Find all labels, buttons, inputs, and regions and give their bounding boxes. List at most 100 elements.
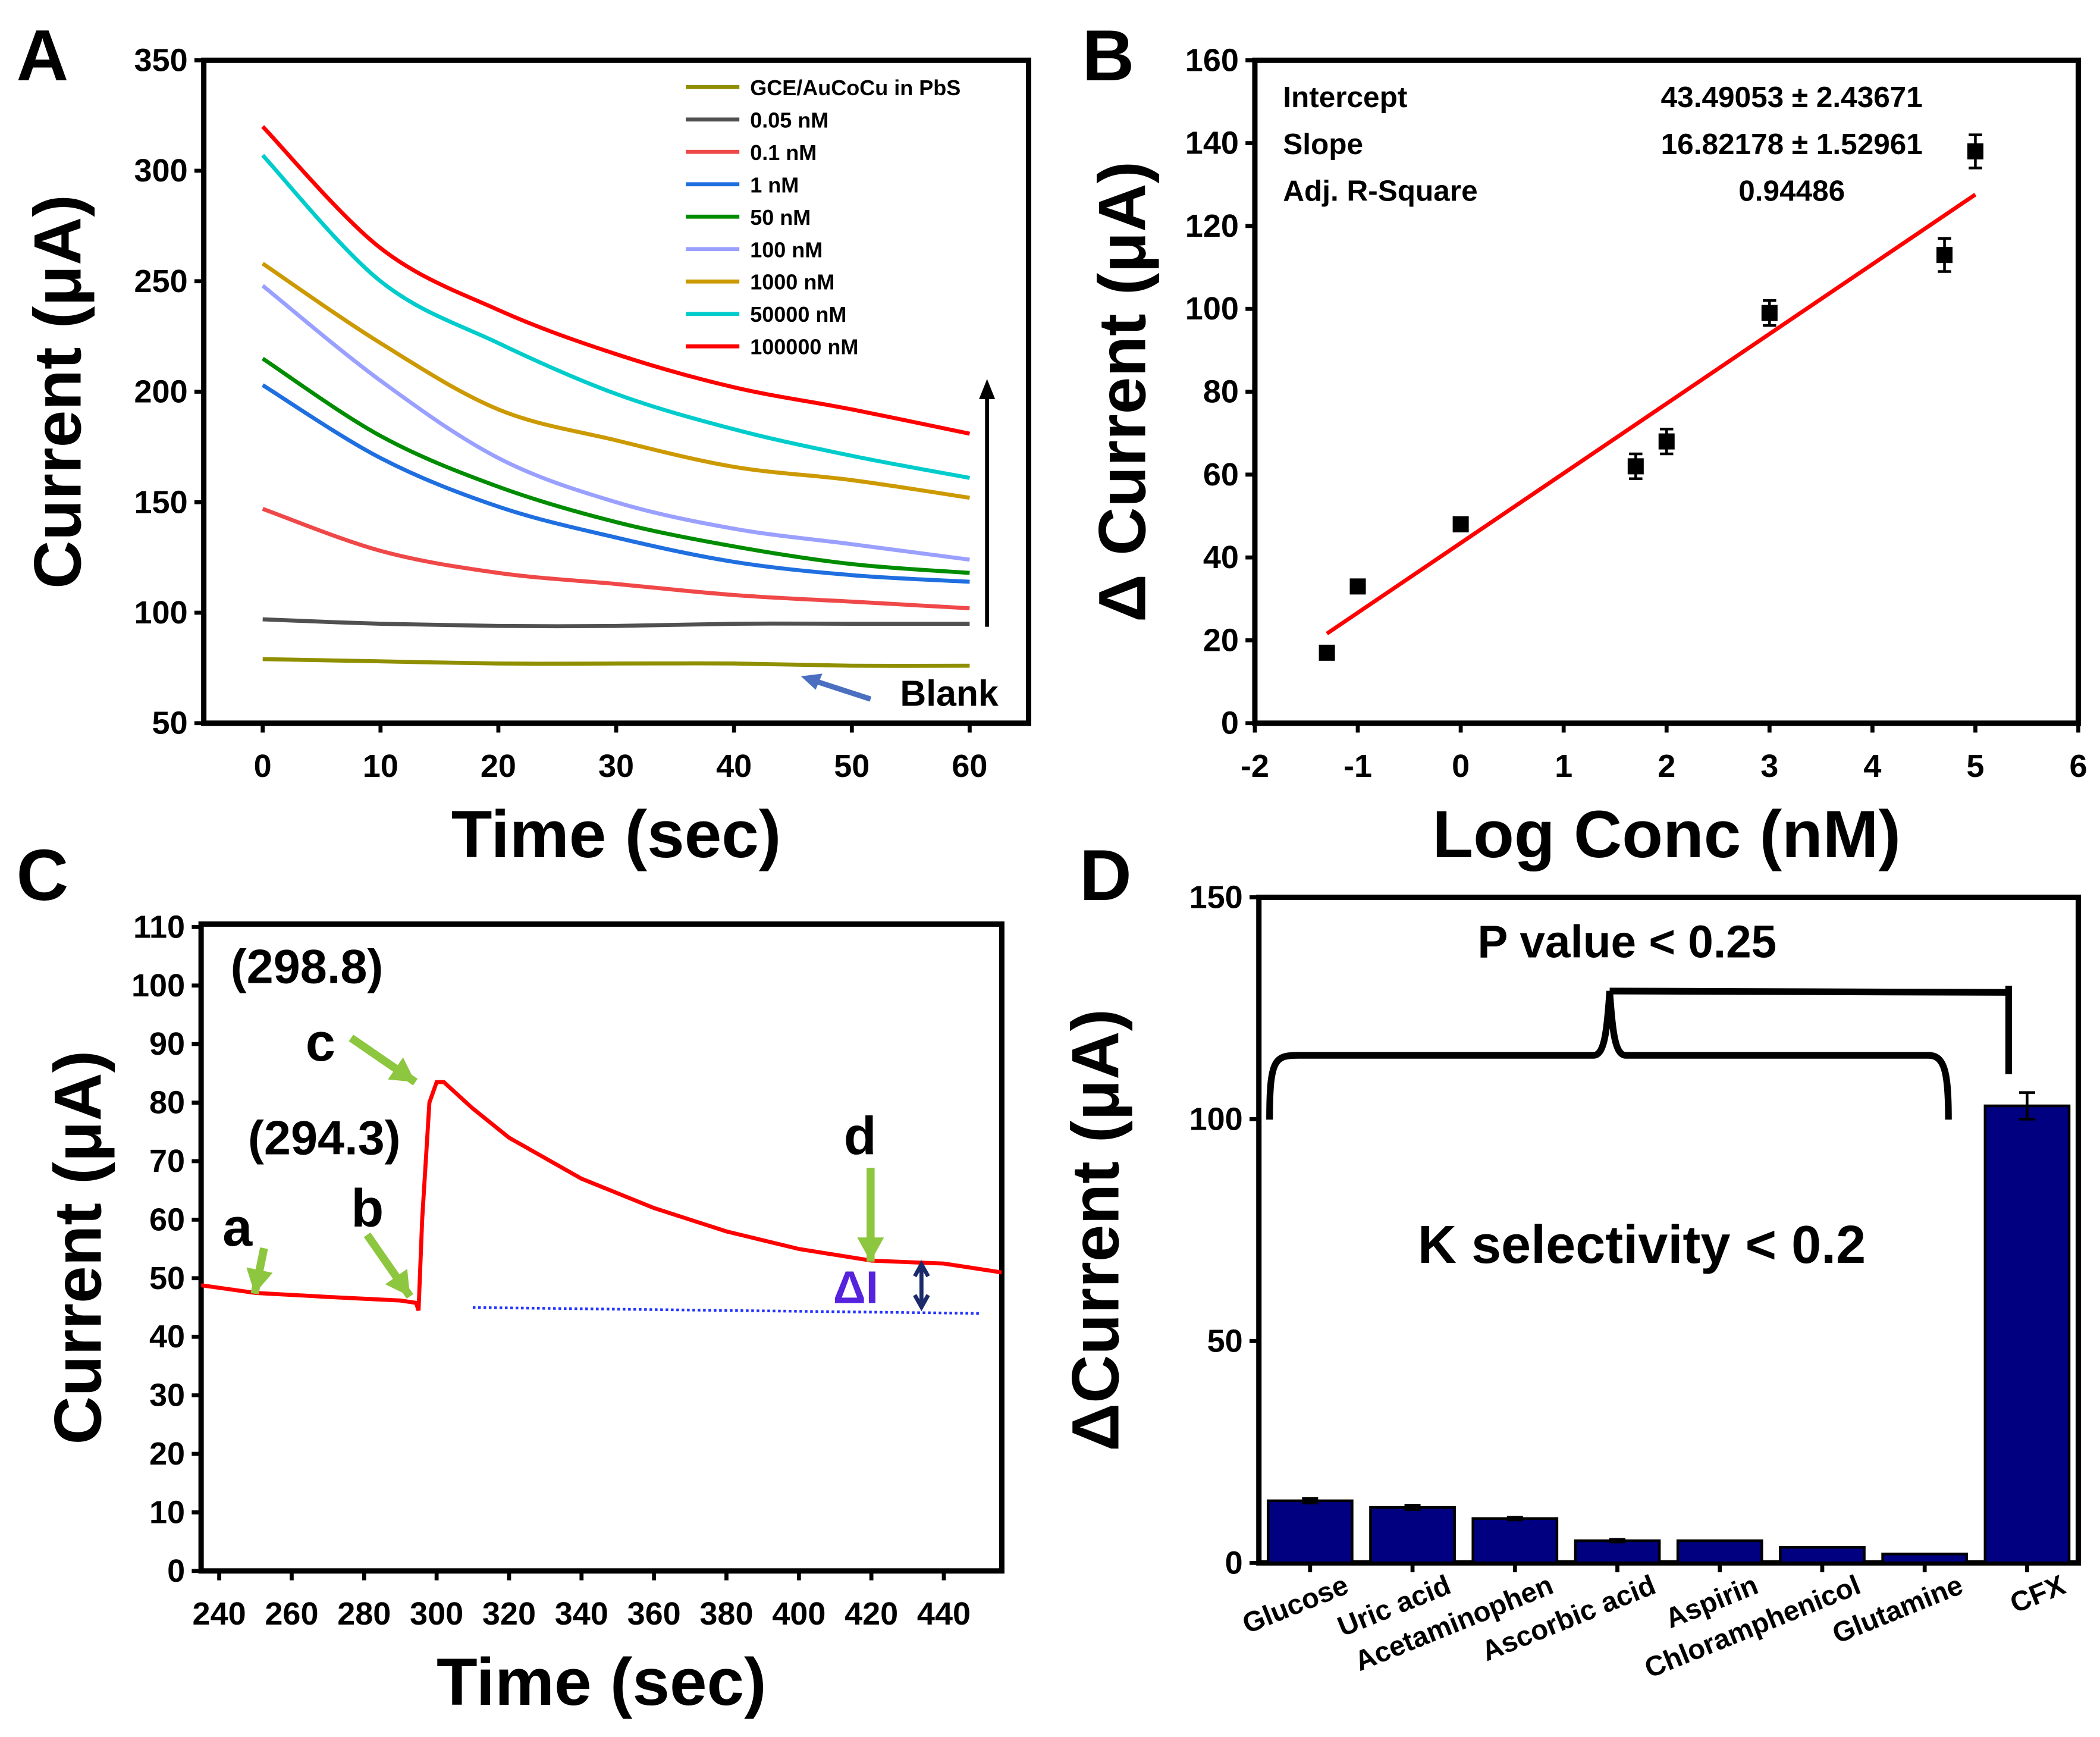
legend-label: GCE/AuCoCu in PbS (750, 76, 960, 100)
y-tick-label: 40 (149, 1319, 185, 1355)
y-tick-label: 0 (167, 1553, 185, 1589)
data-point-6 (1936, 247, 1953, 264)
x-tick-label: 280 (337, 1596, 391, 1632)
series-line-2 (262, 507, 970, 610)
y-tick-label: 20 (1203, 622, 1239, 658)
x-tick-label: 240 (193, 1596, 246, 1632)
bar-ascorbic-acid (1574, 1539, 1661, 1564)
x-tick-label: 20 (481, 748, 516, 784)
fit-line (1326, 193, 1977, 635)
bar-uric-acid (1369, 1506, 1456, 1564)
k-selectivity-label: K selectivity < 0.2 (1418, 1215, 1866, 1275)
arrow-a-head (246, 1267, 273, 1294)
stats-label: Adj. R-Square (1283, 175, 1477, 208)
series-line-8 (261, 125, 971, 436)
y-tick-label: 80 (1203, 374, 1239, 410)
legend-label: 50 nM (750, 205, 811, 230)
y-tick-label: 30 (149, 1378, 185, 1413)
arrow-c-head (388, 1057, 416, 1083)
y-tick-label: 160 (1185, 42, 1239, 78)
y-tick-label: 250 (134, 264, 188, 299)
data-point-2 (1452, 516, 1469, 532)
increase-arrow-head (979, 379, 996, 399)
panel-letter-d: D (1079, 835, 1132, 915)
series-line-3 (261, 383, 970, 584)
x-tick-label: 3 (1760, 748, 1778, 784)
panel-b: 0 20 40 60 80 100 120 140 160 -2 -1 0 1 2 3 4 5 6 Log Conc… (1084, 42, 2087, 871)
series-line-6 (261, 262, 970, 500)
data-point-4 (1658, 433, 1675, 450)
x-tick-label: 1 (1555, 748, 1572, 784)
series-line-5 (261, 284, 970, 562)
bar-acetaminophen (1471, 1517, 1559, 1564)
x-tick-label: 0 (1452, 748, 1470, 784)
legend-label: 100 nM (750, 237, 823, 262)
y-tick-label: 100 (1189, 1101, 1243, 1137)
y-tick-label: 60 (149, 1202, 185, 1237)
bar-cfx (1983, 1104, 2071, 1564)
point-b-label: b (351, 1178, 384, 1239)
bar-aspirin (1676, 1539, 1763, 1564)
error-bar (1404, 1504, 1421, 1512)
panel-letter-c: C (16, 835, 68, 915)
y-tick-label: 0 (1221, 706, 1239, 741)
y-tick-label: 50 (1207, 1323, 1243, 1359)
x-tick-label: 2 (1658, 748, 1675, 784)
x-tick-label: 380 (699, 1596, 753, 1632)
bracket-cfx (1609, 985, 2013, 1074)
legend-label: 1000 nM (750, 270, 834, 294)
y-tick-label: 100 (1185, 291, 1239, 327)
x-tick-label: 320 (482, 1596, 536, 1632)
x-tick-label: 0 (254, 748, 272, 784)
arrow-b-head (385, 1269, 410, 1297)
category-label: CFX (2006, 1569, 2070, 1620)
x-tick-label: 260 (265, 1596, 318, 1632)
x-tick-label: 420 (845, 1596, 898, 1632)
panel-a: 50 100 150 200 250 300 350 0 10 20 30 40 50 60 Time (s… (20, 42, 1031, 871)
x-axis-title: Time (sec) (451, 797, 781, 871)
y-axis-title: Δ Current (μA) (1084, 161, 1159, 622)
series-line-1 (262, 617, 970, 629)
x-tick-label: 5 (1966, 748, 1984, 784)
error-bar (2019, 1091, 2035, 1121)
y-axis-title: Current (μA) (40, 1051, 115, 1445)
series-line-4 (261, 356, 970, 575)
panel-letter-b: B (1082, 15, 1135, 96)
blank-arrow-head (801, 673, 823, 690)
blank-label: Blank (900, 673, 999, 713)
bar-glutamine (1881, 1553, 1969, 1564)
point-c-label: c (306, 1012, 335, 1073)
legend-label: 0.05 nM (750, 108, 828, 132)
y-tick-label: 200 (134, 374, 188, 410)
y-tick-label: 0 (1225, 1545, 1243, 1581)
y-axis-title: ΔCurrent (μA) (1057, 1009, 1132, 1451)
x-tick-label: -2 (1241, 748, 1269, 784)
arrow-d-head (857, 1237, 884, 1262)
y-tick-label: 150 (134, 484, 188, 520)
value-b-label: (294.3) (248, 1112, 401, 1165)
x-tick-label: 50 (834, 748, 869, 784)
error-bar (1609, 1538, 1626, 1544)
y-tick-label: 50 (152, 706, 188, 741)
point-d-label: d (844, 1106, 877, 1167)
plot-frame (1256, 894, 2082, 1566)
data-point-5 (1761, 305, 1778, 321)
data-point-0 (1319, 644, 1335, 661)
delta-i-double-arrow (913, 1260, 930, 1312)
y-axis-title: Current (μA) (20, 195, 95, 589)
x-tick-label: 4 (1863, 748, 1881, 784)
y-tick-label: 60 (1203, 457, 1239, 493)
blank-arrow (816, 679, 872, 702)
y-tick-label: 120 (1185, 208, 1239, 244)
stats-label: Slope (1283, 128, 1363, 161)
bar-glucose (1266, 1499, 1354, 1564)
y-tick-label: 100 (131, 968, 185, 1004)
bracket-group (1266, 990, 1952, 1120)
plot-frame (198, 921, 1005, 1574)
x-tick-label: 40 (716, 748, 752, 784)
stats-value: 43.49053 ± 2.43671 (1661, 81, 1923, 114)
stats-value: 0.94486 (1738, 175, 1845, 208)
y-tick-label: 300 (134, 153, 188, 189)
x-axis-title: Log Conc (nM) (1432, 797, 1901, 871)
x-tick-label: 30 (598, 748, 634, 784)
